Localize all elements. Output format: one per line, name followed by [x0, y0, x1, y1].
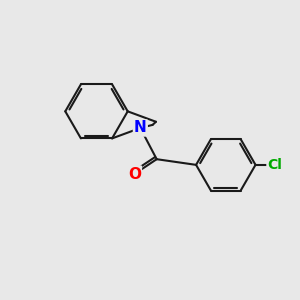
Text: Cl: Cl: [267, 158, 282, 172]
Text: N: N: [134, 121, 147, 136]
Text: O: O: [128, 167, 141, 182]
